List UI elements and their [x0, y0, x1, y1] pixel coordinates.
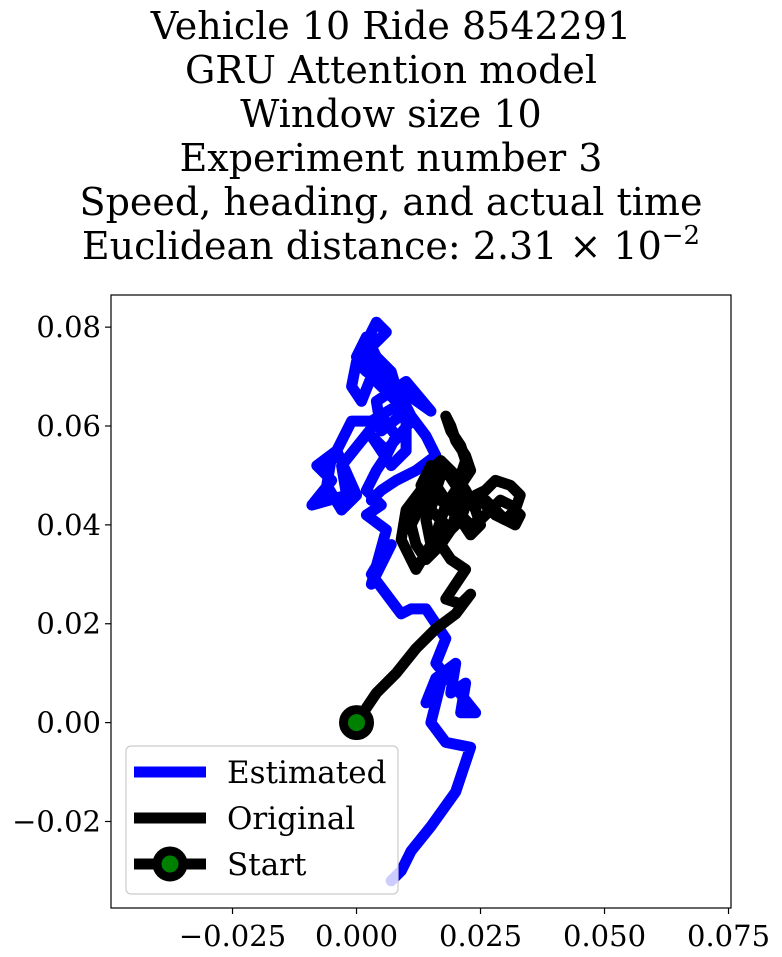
title-line: Vehicle 10 Ride 8542291 — [150, 4, 632, 48]
legend-label-original: Original — [227, 801, 355, 837]
title-distance-base: 10 — [613, 224, 662, 268]
title-distance-prefix: Euclidean distance: — [81, 224, 473, 268]
x-tick-label: 0.050 — [563, 919, 646, 953]
title-line: Window size 10 — [240, 92, 542, 136]
legend-frame — [125, 745, 399, 895]
y-tick-label: 0.08 — [36, 310, 101, 344]
start-marker — [339, 705, 375, 741]
title-line: Speed, heading, and actual time — [79, 180, 703, 224]
axes-layer: −0.025 0.000 0.025 0.050 0.075 −0.02 0.00 0.02 0… — [12, 294, 770, 953]
legend-label-estimated: Estimated — [227, 755, 386, 791]
series-line-estimated — [306, 316, 482, 887]
series-layer — [306, 316, 526, 887]
title-distance-line: Euclidean distance: 2.31 × 10−2 — [0, 221, 782, 268]
y-tick-label: 0.00 — [36, 706, 101, 740]
x-tick-label: 0.025 — [439, 919, 522, 953]
y-tick-label: 0.02 — [36, 607, 101, 641]
y-tick-label: 0.06 — [36, 409, 101, 443]
plot-frame — [110, 294, 732, 909]
x-tick-label: 0.000 — [315, 919, 398, 953]
legend-marker-start — [152, 846, 188, 882]
legend-label-start: Start — [227, 847, 307, 883]
x-tick-label: −0.025 — [179, 919, 286, 953]
title-distance-times: × — [569, 224, 602, 268]
x-tick-label: 0.075 — [687, 919, 770, 953]
y-tick-label: −0.02 — [12, 804, 101, 838]
title-distance-exponent: −2 — [661, 221, 701, 251]
title-line: GRU Attention model — [184, 48, 598, 92]
title-line: Experiment number 3 — [179, 136, 603, 180]
series-line-original — [351, 410, 526, 729]
y-tick-label: 0.04 — [36, 508, 101, 542]
legend: Estimated Original Start — [125, 745, 399, 895]
chart-title: Vehicle 10 Ride 8542291 GRU Attention mo… — [0, 4, 782, 268]
title-distance-mantissa: 2.31 — [472, 224, 558, 268]
